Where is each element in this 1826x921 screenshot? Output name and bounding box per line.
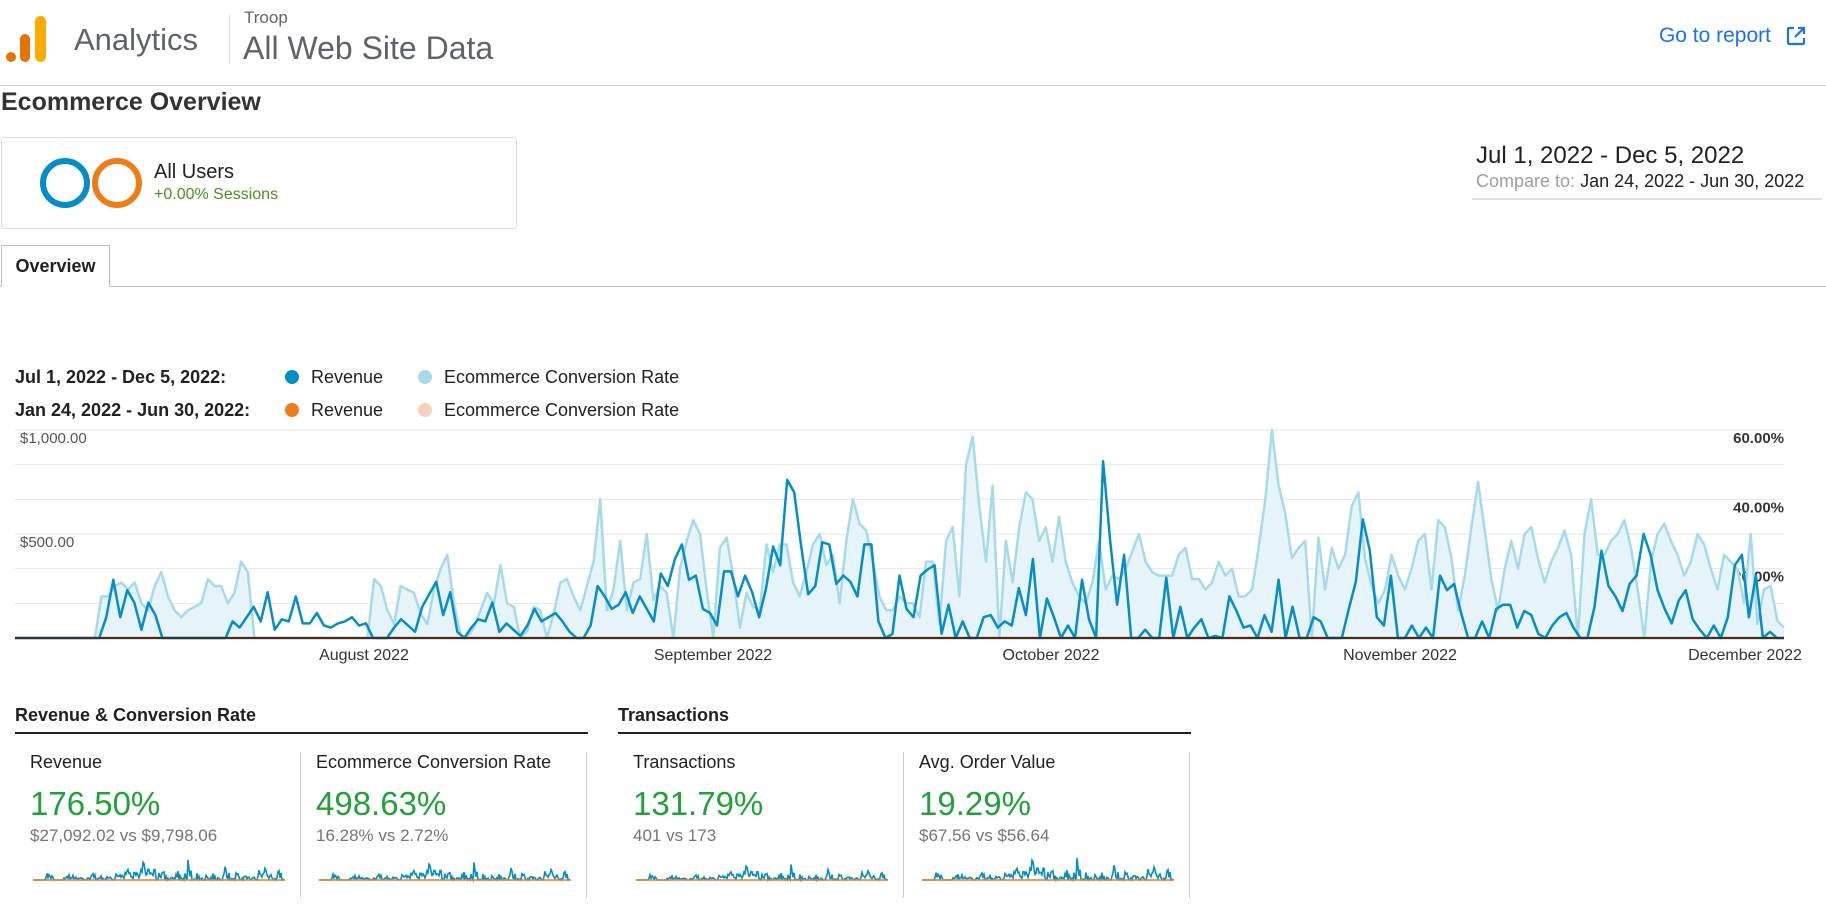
legend-label: Ecommerce Conversion Rate — [444, 366, 680, 387]
metric-conversion-rate[interactable]: Ecommerce Conversion Rate 498.63% 16.28%… — [301, 752, 587, 898]
metric-compare: 16.28% vs 2.72% — [316, 826, 449, 845]
legend-item-revenue-previous[interactable]: Revenue — [285, 400, 383, 421]
chart-left-tick-label: $1,000.00 — [20, 430, 87, 447]
header-divider — [229, 14, 230, 64]
metric-divider — [586, 752, 587, 898]
open-in-new-icon[interactable] — [1785, 25, 1807, 47]
app-title: Analytics — [74, 22, 199, 57]
metric-transactions[interactable]: Transactions 131.79% 401 vs 173 — [618, 752, 904, 898]
legend-item-conversion-previous[interactable]: Ecommerce Conversion Rate — [418, 400, 679, 421]
legend-dot-icon — [418, 403, 432, 417]
metric-divider — [903, 752, 904, 898]
legend-dot-icon — [285, 370, 299, 384]
metric-sparkline — [922, 857, 1174, 882]
metric-change: 176.50% — [30, 785, 161, 822]
metric-divider — [1189, 752, 1190, 898]
section-title-transactions: Transactions — [618, 705, 1191, 734]
segment-compare-ring-icon — [92, 158, 142, 208]
metric-compare: $27,092.02 vs $9,798.06 — [30, 826, 218, 845]
chart-x-tick-label: August 2022 — [319, 647, 409, 664]
sparkline-current — [319, 862, 571, 882]
date-range-picker[interactable]: Jul 1, 2022 - Dec 5, 2022 Compare to: Ja… — [1472, 140, 1822, 200]
metric-change: 19.29% — [919, 785, 1031, 822]
property-view-name[interactable]: All Web Site Data — [243, 30, 494, 66]
go-to-report-link[interactable]: Go to report — [1659, 24, 1807, 48]
metric-name: Transactions — [633, 752, 736, 772]
metric-name: Avg. Order Value — [919, 752, 1056, 772]
sparkline-current — [922, 857, 1174, 882]
metric-sparkline — [33, 860, 285, 882]
legend-dot-icon — [285, 403, 299, 417]
chart-left-tick-label: $500.00 — [20, 534, 74, 551]
compare-to-label: Compare to: — [1476, 171, 1576, 191]
chart-x-tick-label: December 2022 — [1688, 647, 1802, 664]
page-title: Ecommerce Overview — [1, 88, 261, 116]
chart-right-tick-label: 60.00% — [1733, 430, 1784, 447]
chart-area-conversion-current — [15, 430, 1784, 638]
chart-x-tick-label: October 2022 — [1003, 647, 1100, 664]
tab-bar-line — [0, 286, 1826, 287]
chart-x-tick-label: September 2022 — [654, 647, 772, 664]
compare-to-value: Jan 24, 2022 - Jun 30, 2022 — [1580, 171, 1805, 191]
app-header: Analytics Troop All Web Site Data Go to … — [0, 0, 1826, 86]
segment-sessions-change: +0.00% Sessions — [154, 186, 279, 203]
sparkline-current — [33, 860, 285, 882]
legend-previous-period: Jan 24, 2022 - Jun 30, 2022: — [15, 399, 251, 420]
legend-item-revenue-current[interactable]: Revenue — [285, 367, 383, 388]
legend-label: Revenue — [311, 399, 384, 420]
date-range-main[interactable]: Jul 1, 2022 - Dec 5, 2022 — [1476, 142, 1745, 169]
legend-label: Ecommerce Conversion Rate — [444, 399, 680, 420]
sparkline-current — [636, 864, 888, 882]
metric-sparkline — [636, 864, 888, 882]
date-range-compare[interactable]: Compare to: Jan 24, 2022 - Jun 30, 2022 — [1476, 171, 1804, 192]
legend-dot-icon — [418, 370, 432, 384]
chart-x-tick-label: November 2022 — [1343, 647, 1457, 664]
segment-card[interactable]: All Users +0.00% Sessions — [1, 137, 517, 229]
metric-sparkline — [319, 862, 571, 882]
segment-name: All Users — [154, 161, 235, 183]
overview-line-chart[interactable]: $1,000.00$500.0060.00%40.00%20.00%August… — [0, 425, 1826, 670]
metric-compare: $67.56 vs $56.64 — [919, 826, 1050, 845]
metric-avg-order-value[interactable]: Avg. Order Value 19.29% $67.56 vs $56.64 — [904, 752, 1190, 898]
analytics-logo-icon — [6, 16, 46, 62]
metric-revenue[interactable]: Revenue 176.50% $27,092.02 vs $9,798.06 — [15, 752, 301, 898]
segment-current-ring-icon — [40, 158, 90, 208]
metric-name: Revenue — [30, 752, 103, 772]
metric-compare: 401 vs 173 — [633, 826, 717, 845]
account-name[interactable]: Troop — [244, 8, 288, 27]
legend-current-period: Jul 1, 2022 - Dec 5, 2022: — [15, 366, 227, 387]
chart-right-tick-label: 40.00% — [1733, 499, 1784, 516]
section-title-revenue-conversion: Revenue & Conversion Rate — [15, 705, 588, 734]
legend-label: Revenue — [311, 366, 384, 387]
tab-overview[interactable]: Overview — [1, 245, 110, 287]
metric-change: 498.63% — [316, 785, 447, 822]
metric-change: 131.79% — [633, 785, 764, 822]
legend-item-conversion-current[interactable]: Ecommerce Conversion Rate — [418, 367, 679, 388]
metric-name: Ecommerce Conversion Rate — [316, 752, 552, 772]
metric-divider — [300, 752, 301, 898]
go-to-report-label[interactable]: Go to report — [1658, 24, 1771, 47]
